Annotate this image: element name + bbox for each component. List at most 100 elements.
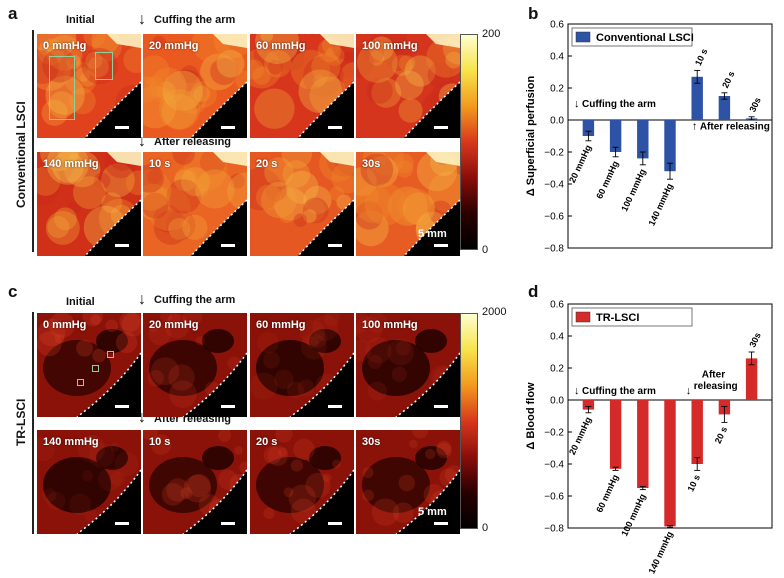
roi-box — [77, 379, 84, 386]
y-tick-label: 0.2 — [550, 84, 564, 95]
down-arrow-icon: ↓ — [138, 133, 146, 150]
scale-bar — [221, 522, 235, 525]
colorbar-c-min: 0 — [482, 522, 489, 534]
tr-lsci-image-tile: 30s 5 mm — [356, 430, 460, 534]
tile-label: 10 s — [149, 158, 171, 170]
chart-b: 0.6 0.4 0.2 0.0 −0.2 −0.4 −0.6 −0.8 Δ Superficia… — [525, 20, 773, 255]
y-tick-label: −0.2 — [544, 428, 564, 439]
panel-letter-a: a — [8, 4, 18, 23]
scale-bar — [434, 522, 448, 525]
legend-swatch — [575, 311, 591, 323]
tile-label: 30s — [362, 158, 381, 170]
tile-label: 0 mmHg — [43, 40, 87, 52]
legend-label: TR-LSCI — [596, 312, 639, 324]
tile-label: 10 s — [149, 436, 171, 448]
scale-bar-label: 5 mm — [418, 228, 447, 240]
cuffing-annotation: Cuffing the arm — [582, 99, 656, 110]
scale-bar — [221, 126, 235, 129]
bar — [582, 400, 595, 410]
after-releasing-annotation-line2: releasing — [694, 381, 738, 392]
bar — [637, 120, 649, 159]
tile-label: 30s — [362, 436, 381, 448]
y-axis-label: Δ Superficial perfusion — [525, 76, 537, 197]
lsci-image-tile: 60 mmHg — [250, 34, 354, 138]
bar — [664, 400, 676, 527]
bar — [664, 120, 676, 172]
y-tick-label: −0.6 — [544, 212, 564, 223]
panel-letter-b: b — [528, 4, 539, 23]
after-releasing-annotation-line1: After — [702, 370, 725, 381]
category-label: 10 s — [686, 473, 702, 493]
tr-lsci-image-tile: 100 mmHg — [356, 313, 460, 417]
y-axis-label: Δ Blood flow — [525, 382, 537, 450]
lsci-image-tile: 20 s — [250, 152, 354, 256]
bar — [609, 400, 622, 469]
row-label-conventional: Conventional LSCI — [14, 101, 28, 208]
tile-label: 20 s — [256, 436, 278, 448]
tile-label: 0 mmHg — [43, 319, 87, 331]
lsci-image-tile: 10 s — [143, 152, 247, 256]
roi-box — [107, 351, 114, 358]
colorbar-a-max: 200 — [482, 28, 501, 40]
plot-frame — [567, 23, 773, 249]
y-tick-label: 0.2 — [550, 364, 564, 375]
down-arrow-icon: ↓ — [574, 385, 580, 397]
cuffing-label-c: Cuffing the arm — [154, 294, 236, 306]
legend-label: Conventional LSCI — [596, 32, 694, 44]
tile-label: 20 mmHg — [149, 40, 199, 52]
tile-label: 20 mmHg — [149, 319, 199, 331]
scale-bar — [221, 405, 235, 408]
roi-box — [49, 56, 75, 120]
scale-bar — [328, 405, 342, 408]
y-tick-label: −0.2 — [544, 148, 564, 159]
y-tick-label: 0.6 — [550, 20, 564, 31]
down-arrow-icon: ↓ — [138, 291, 146, 308]
tr-lsci-image-tile: 20 s — [250, 430, 354, 534]
scale-bar — [328, 126, 342, 129]
lsci-image-tile: 30s 5 mm — [356, 152, 460, 256]
up-arrow-icon: ↑ — [692, 121, 698, 133]
bar — [745, 358, 758, 400]
category-label: 30s — [747, 331, 762, 349]
cuffing-annotation: Cuffing the arm — [582, 386, 656, 397]
scale-bar — [328, 522, 342, 525]
roi-box — [95, 52, 113, 80]
legend-box — [571, 27, 693, 47]
roi-box — [92, 365, 99, 372]
legend-box — [571, 307, 693, 327]
after-releasing-label-a: After releasing — [154, 136, 232, 148]
scale-bar — [434, 405, 448, 408]
y-tick-label: 0.0 — [550, 116, 564, 127]
lsci-image-tile: 20 mmHg — [143, 34, 247, 138]
scale-bar — [328, 244, 342, 247]
lsci-image-tile: 100 mmHg — [356, 34, 460, 138]
category-label: 10 s — [693, 47, 709, 67]
lsci-image-tile: 140 mmHg — [37, 152, 141, 256]
scale-bar — [221, 244, 235, 247]
row-bracket-tr — [32, 312, 34, 534]
panel-letter-d: d — [528, 282, 539, 301]
y-tick-label: 0.4 — [550, 332, 564, 343]
category-label: 100 mmHg — [619, 167, 647, 212]
y-tick-label: −0.8 — [544, 524, 564, 535]
category-label: 60 mmHg — [594, 159, 620, 200]
down-arrow-icon: ↓ — [574, 98, 580, 110]
row-label-tr: TR-LSCI — [14, 398, 28, 446]
bar — [637, 400, 649, 488]
bar — [582, 120, 595, 136]
tile-label: 60 mmHg — [256, 319, 306, 331]
tr-lsci-image-tile: 10 s — [143, 430, 247, 534]
scale-bar — [434, 244, 448, 247]
category-label: 20 s — [713, 425, 729, 445]
y-tick-label: −0.6 — [544, 492, 564, 503]
y-tick-label: 0.0 — [550, 396, 564, 407]
legend-swatch — [575, 31, 591, 43]
bar — [609, 120, 622, 152]
scale-bar — [434, 126, 448, 129]
tile-label: 100 mmHg — [362, 40, 418, 52]
down-arrow-icon: ↓ — [138, 409, 146, 426]
row-bracket-conventional — [32, 30, 34, 252]
colorbar-a-min: 0 — [482, 244, 489, 256]
y-tick-label: 0.4 — [550, 52, 564, 63]
after-releasing-annotation: After releasing — [700, 122, 770, 133]
